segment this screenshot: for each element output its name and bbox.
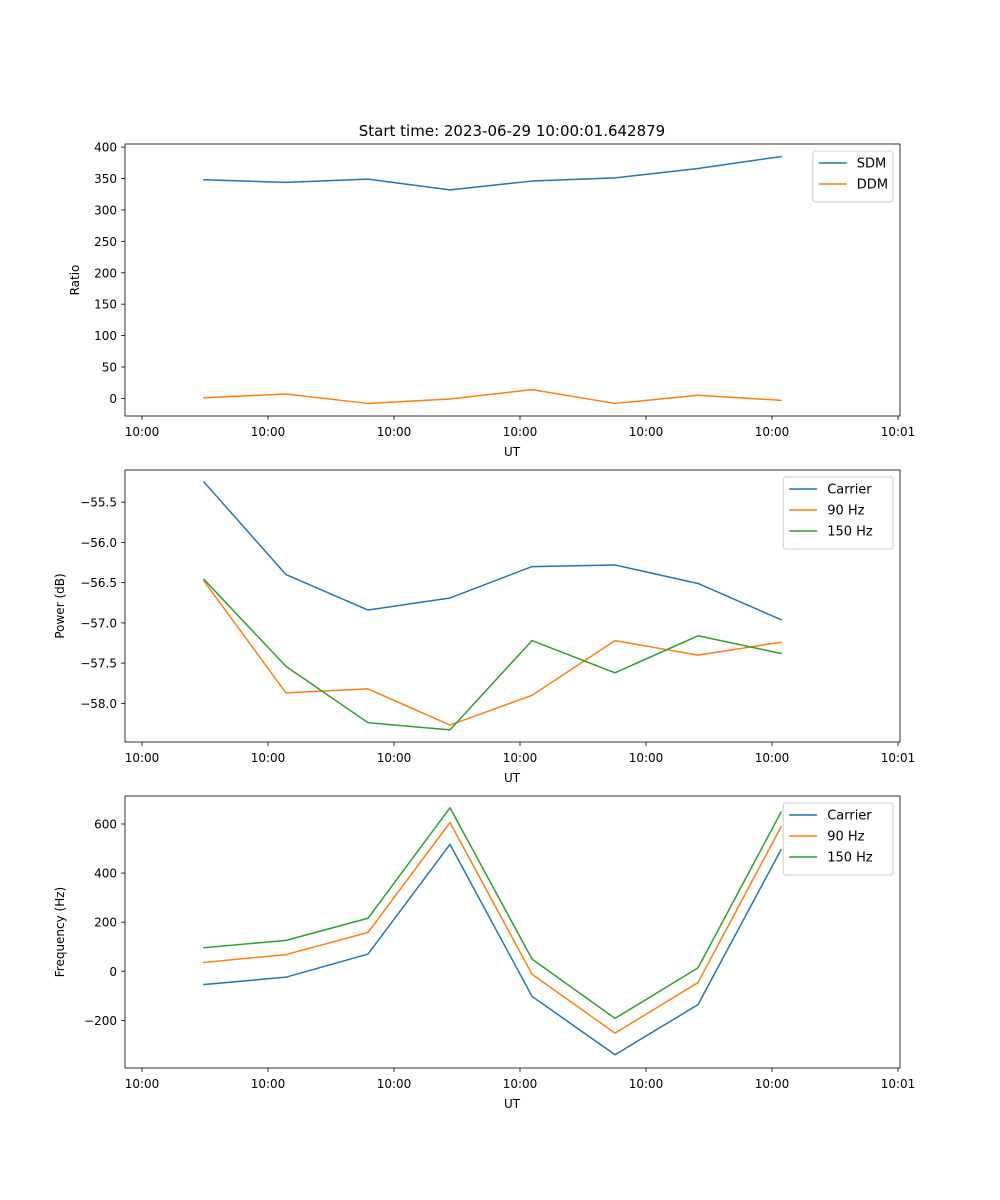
y-tick-label: 200 — [94, 266, 117, 280]
x-tick-label: 10:00 — [503, 425, 538, 439]
y-tick-label: 100 — [94, 329, 117, 343]
y-tick-label: −57.0 — [80, 616, 117, 630]
y-tick-label: 600 — [94, 817, 117, 831]
y-axis-label: Frequency (Hz) — [53, 887, 67, 978]
x-tick-label: 10:00 — [377, 1077, 412, 1091]
y-tick-label: −55.5 — [80, 496, 117, 510]
x-tick-label: 10:01 — [881, 751, 916, 765]
axes-frame — [124, 795, 901, 1069]
legend-label: 150 Hz — [827, 851, 873, 866]
y-tick-label: 50 — [102, 361, 117, 375]
x-tick-label: 10:00 — [251, 425, 286, 439]
x-tick-label: 10:01 — [881, 425, 916, 439]
legend-label: SDM — [857, 157, 886, 172]
x-tick-label: 10:00 — [629, 751, 664, 765]
x-tick-label: 10:00 — [629, 1077, 664, 1091]
y-tick-label: 300 — [94, 203, 117, 217]
y-tick-label: 250 — [94, 235, 117, 249]
axes-frame — [124, 469, 901, 743]
y-tick-label: 150 — [94, 298, 117, 312]
y-tick-label: −56.5 — [80, 576, 117, 590]
legend: Carrier 90 Hz 150 Hz — [782, 476, 894, 550]
series-line-ddm — [203, 388, 782, 405]
x-tick-label: 10:00 — [125, 1077, 160, 1091]
figure-title: Start time: 2023-06-29 10:00:01.642879 — [359, 122, 665, 140]
legend: SDM DDM — [812, 150, 894, 203]
x-tick-label: 10:00 — [503, 1077, 538, 1091]
chart-panel-1: 10:00 10:00 10:00 10:00 10:00 10:00 10:01 0 50 10… — [68, 141, 915, 459]
y-tick-label: 400 — [94, 867, 117, 881]
legend: Carrier 90 Hz 150 Hz — [782, 802, 894, 876]
series-line-90-hz — [202, 580, 782, 726]
y-tick-label: −58.0 — [80, 697, 117, 711]
x-axis-label: UT — [504, 1097, 521, 1111]
y-tick-label: −57.5 — [80, 657, 117, 671]
y-tick-label: 0 — [109, 392, 117, 406]
chart-panel-2: 10:00 10:00 10:00 10:00 10:00 10:00 10:01 −58.0… — [53, 469, 916, 785]
x-tick-label: 10:00 — [503, 751, 538, 765]
legend-label: 90 Hz — [827, 504, 864, 519]
x-axis-label: UT — [504, 445, 521, 459]
series-line-carrier — [203, 843, 783, 1056]
y-tick-label: 400 — [94, 141, 117, 155]
y-tick-label: 350 — [94, 172, 117, 186]
legend-label: Carrier — [827, 483, 872, 498]
axes-frame — [124, 143, 901, 417]
y-axis-label: Power (dB) — [53, 573, 67, 638]
x-tick-label: 10:00 — [125, 425, 160, 439]
x-tick-label: 10:00 — [125, 751, 160, 765]
series-line-carrier — [202, 481, 782, 621]
x-tick-label: 10:00 — [251, 751, 286, 765]
series-line-90-hz — [203, 821, 783, 1034]
series-line-150-hz — [202, 578, 782, 731]
x-tick-label: 10:01 — [881, 1077, 916, 1091]
legend-label: DDM — [857, 178, 888, 193]
x-tick-label: 10:00 — [377, 751, 412, 765]
x-tick-label: 10:00 — [377, 425, 412, 439]
x-tick-label: 10:00 — [251, 1077, 286, 1091]
legend-label: Carrier — [827, 809, 872, 824]
y-tick-label: −56.0 — [80, 536, 117, 550]
series-line-150-hz — [203, 807, 783, 1020]
x-axis-label: UT — [504, 771, 521, 785]
y-tick-label: −200 — [84, 1014, 117, 1028]
y-axis-label: Ratio — [68, 265, 82, 296]
chart-panel-3: 10:00 10:00 10:00 10:00 10:00 10:00 10:01 −200 0… — [53, 795, 916, 1111]
x-tick-label: 10:00 — [755, 425, 790, 439]
series-line-sdm — [203, 155, 782, 191]
x-tick-label: 10:00 — [755, 751, 790, 765]
y-tick-label: 0 — [109, 965, 117, 979]
x-tick-label: 10:00 — [755, 1077, 790, 1091]
legend-label: 90 Hz — [827, 830, 864, 845]
y-tick-label: 200 — [94, 916, 117, 930]
x-tick-label: 10:00 — [629, 425, 664, 439]
legend-label: 150 Hz — [827, 525, 873, 540]
